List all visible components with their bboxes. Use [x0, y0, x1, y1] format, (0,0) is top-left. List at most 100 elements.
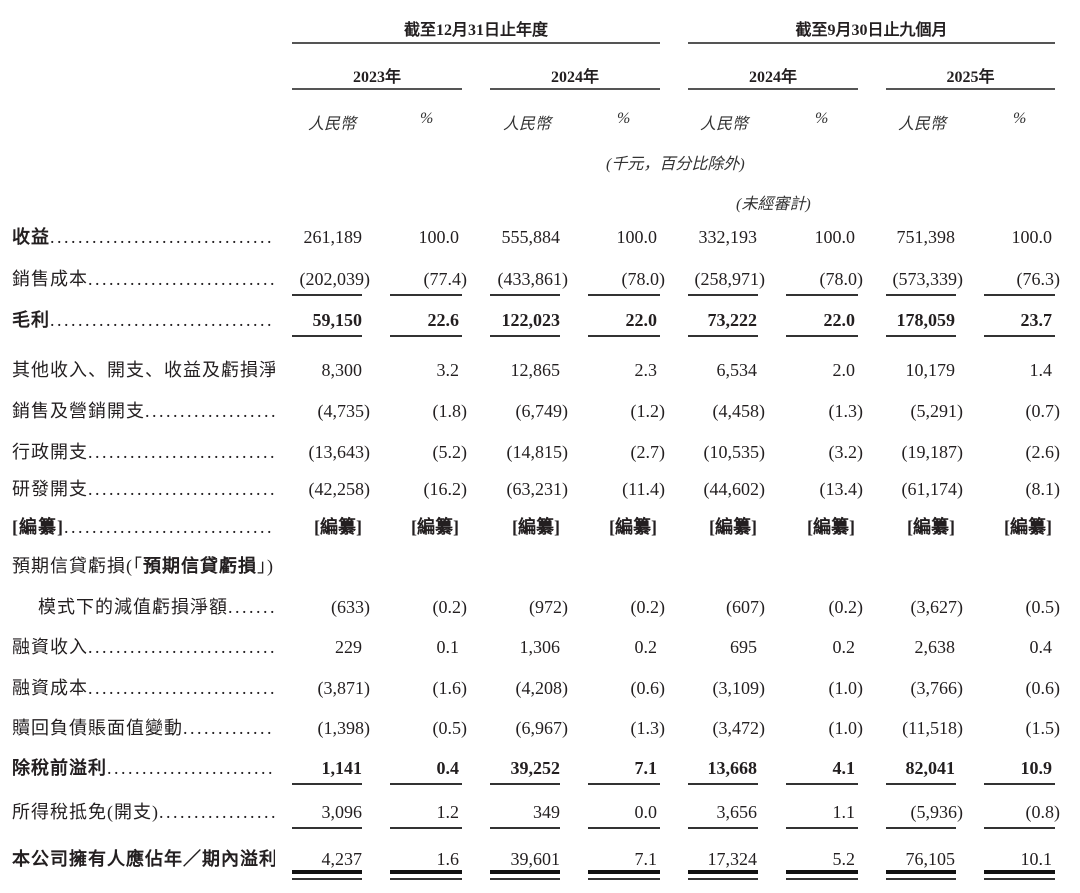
- underline: [490, 335, 560, 337]
- unit-rmb: 人民幣: [308, 116, 357, 133]
- percent-cell: 7.1: [634, 849, 658, 869]
- double-underline: [292, 870, 362, 874]
- underline: [984, 827, 1055, 829]
- underline: [390, 335, 462, 337]
- row-label: 收益: [12, 222, 275, 252]
- percent-cell: 0.2: [634, 637, 658, 657]
- amount-cell: (19,187): [901, 442, 964, 462]
- percent-cell: 1.4: [1029, 360, 1053, 380]
- percent-cell: [編纂]: [411, 517, 459, 537]
- underline: [688, 335, 758, 337]
- percent-cell: 0.4: [436, 758, 460, 778]
- row-label: 行政開支: [12, 437, 275, 467]
- table-row: 模式下的減值虧損淨額 (633) (0.2) (972) (0.2) (607) (0.2)…: [0, 592, 1080, 622]
- row-label-text: 融資成本: [12, 678, 88, 698]
- double-underline: [786, 878, 858, 880]
- amount-cell: (61,174): [901, 479, 964, 499]
- percent-cell: (0.8): [1025, 802, 1061, 822]
- underline: [786, 335, 858, 337]
- underline: [292, 783, 362, 785]
- underline: [786, 294, 858, 296]
- underline: [390, 827, 462, 829]
- double-underline: [886, 878, 956, 880]
- dot-leader: [88, 632, 275, 662]
- percent-cell: (0.5): [432, 718, 468, 738]
- amount-cell: (607): [726, 597, 765, 617]
- table-row: 收益 261,189 100.0 555,884 100.0 332,193 100.0 75…: [0, 222, 1080, 252]
- underline: [490, 827, 560, 829]
- percent-cell: 100.0: [1011, 227, 1053, 247]
- percent-cell: (77.4): [423, 269, 468, 289]
- year-header: 2023年: [352, 69, 401, 86]
- dot-leader: [183, 713, 275, 743]
- dot-leader: [88, 264, 275, 294]
- table-row: 所得稅抵免(開支) 3,096 1.2 349 0.0 3,656 1.1 (5,936) (0…: [0, 797, 1080, 827]
- underline: [390, 294, 462, 296]
- percent-cell: 1.1: [832, 802, 856, 822]
- row-label: 毛利: [12, 305, 275, 335]
- percent-cell: 100.0: [616, 227, 658, 247]
- amount-cell: 8,300: [321, 360, 363, 380]
- percent-cell: (0.6): [1025, 678, 1061, 698]
- percent-cell: 0.4: [1029, 637, 1053, 657]
- amount-cell: 751,398: [896, 227, 956, 247]
- amount-cell: [編纂]: [314, 517, 362, 537]
- amount-cell: 10,179: [905, 360, 956, 380]
- double-underline: [886, 870, 956, 874]
- percent-cell: (1.8): [432, 401, 468, 421]
- table-row: 其他收入、開支、收益及虧損淨額 8,300 3.2 12,865 2.3 6,534 2.0…: [0, 355, 1080, 385]
- amount-cell: (6,967): [515, 718, 569, 738]
- percent-cell: 2.3: [634, 360, 658, 380]
- table-row: 融資成本 (3,871) (1.6) (4,208) (0.6) (3,109) (1.0…: [0, 673, 1080, 703]
- year-header: 2024年: [748, 69, 797, 86]
- percent-cell: (0.2): [432, 597, 468, 617]
- amount-cell: 6,534: [716, 360, 758, 380]
- percent-cell: (2.6): [1025, 442, 1061, 462]
- underline: [688, 827, 758, 829]
- row-label: 銷售成本: [12, 264, 275, 294]
- table-row: [編纂] [編纂] [編纂] [編纂] [編纂] [編纂] [編纂] [編纂] [編纂]: [0, 512, 1080, 542]
- dot-leader: [88, 474, 275, 504]
- percent-cell: 0.2: [832, 637, 856, 657]
- percent-cell: (1.0): [828, 718, 864, 738]
- amount-cell: (14,815): [506, 442, 569, 462]
- double-underline: [984, 870, 1055, 874]
- dot-leader: [107, 753, 275, 783]
- row-label-text: 融資收入: [12, 637, 88, 657]
- percent-cell: (3.2): [828, 442, 864, 462]
- year-header: 2024年: [550, 69, 599, 86]
- double-underline: [490, 878, 560, 880]
- percent-cell: 0.0: [634, 802, 658, 822]
- amount-cell: (6,749): [515, 401, 569, 421]
- amount-cell: 555,884: [501, 227, 561, 247]
- percent-cell: (16.2): [423, 479, 468, 499]
- unit-pct: %: [1013, 110, 1027, 127]
- amount-cell: 178,059: [896, 310, 956, 330]
- amount-cell: 349: [533, 802, 560, 822]
- underline: [984, 294, 1055, 296]
- underline: [490, 294, 560, 296]
- percent-cell: 5.2: [832, 849, 856, 869]
- percent-cell: 22.6: [427, 310, 460, 330]
- amount-cell: (10,535): [703, 442, 766, 462]
- row-label-text: 毛利: [12, 310, 50, 330]
- percent-cell: 22.0: [823, 310, 856, 330]
- underline: [886, 827, 956, 829]
- unit-pct: %: [815, 110, 829, 127]
- row-label-text: 銷售及營銷開支: [12, 401, 145, 421]
- table-row: 銷售成本 (202,039) (77.4) (433,861) (78.0) (258,…: [0, 264, 1080, 294]
- amount-cell: 1,306: [519, 637, 561, 657]
- amount-cell: 695: [730, 637, 757, 657]
- dot-leader: [228, 592, 275, 622]
- divider: [292, 88, 462, 90]
- row-label-text: 模式下的減值虧損淨額: [38, 597, 228, 617]
- underline: [984, 335, 1055, 337]
- table-row: 融資收入 229 0.1 1,306 0.2 695 0.2 2,638 0.4: [0, 632, 1080, 662]
- table-row: 本公司擁有人應佔年／期內溢利 4,237 1.6 39,601 7.1 17,324 5.…: [0, 844, 1080, 874]
- row-label: 其他收入、開支、收益及虧損淨額: [12, 355, 275, 385]
- percent-cell: 0.1: [436, 637, 460, 657]
- double-underline: [984, 878, 1055, 880]
- percent-cell: [編纂]: [1004, 517, 1052, 537]
- group-header-nine-months: 截至9月30日止九個月: [795, 22, 948, 39]
- table-row: 贖回負債賬面值變動 (1,398) (0.5) (6,967) (1.3) (3,472…: [0, 713, 1080, 743]
